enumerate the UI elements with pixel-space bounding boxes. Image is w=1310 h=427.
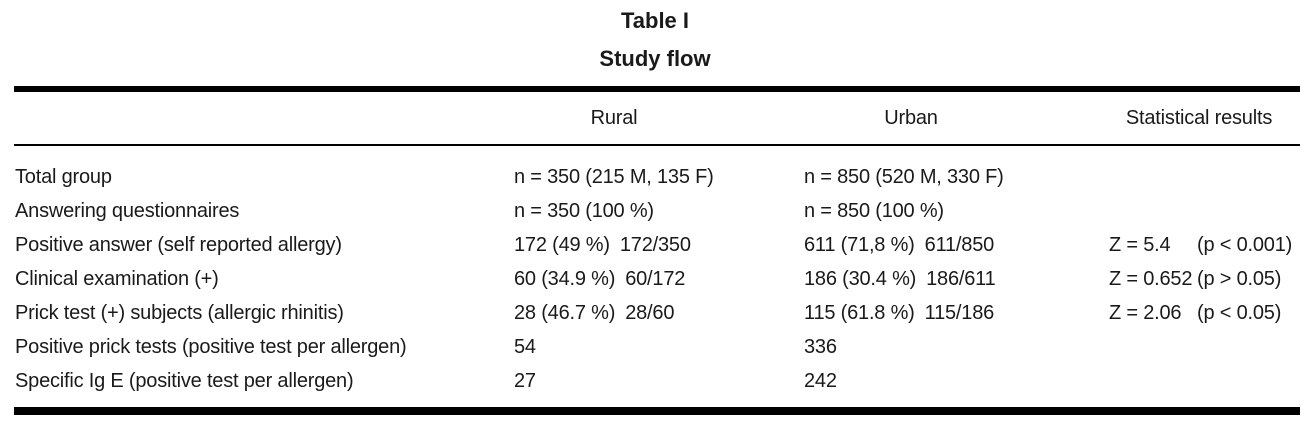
rural-cell: 27 (514, 370, 804, 393)
rural-value: 28 (46.7 %) (514, 301, 616, 324)
z-value: Z = 5.4 (1109, 233, 1171, 256)
urban-value: 611 (71,8 %) (804, 233, 915, 256)
urban-cell: 611 (71,8 %) 611/850 (804, 234, 1109, 257)
stats-cell: Z = 0.652 (p > 0.05) (1109, 268, 1300, 291)
rural-cell: n = 350 (100 %) (514, 200, 804, 223)
row-label: Prick test (+) subjects (allergic rhinit… (15, 301, 344, 324)
stats-cell (1109, 200, 1300, 223)
row-label: Clinical examination (+) (15, 267, 219, 290)
urban-ratio: 115/186 (924, 301, 995, 324)
table-row-answering-questionnaires: Answering questionnaires n = 350 (100 %)… (14, 194, 1300, 228)
stats-cell (1109, 166, 1300, 189)
table-row-clinical-examination: Clinical examination (+) 60 (34.9 %) 60/1… (14, 262, 1300, 296)
urban-cell: 186 (30.4 %) 186/611 (804, 268, 1109, 291)
column-header-rural: Rural (590, 106, 638, 129)
table-header-row: Rural Urban Statistical results (14, 86, 1300, 146)
table-number-title: Table I (620, 8, 690, 33)
row-label: Total group (15, 165, 112, 188)
column-header-rural-cell: Rural (514, 107, 804, 130)
urban-value: n = 850 (100 %) (804, 199, 944, 222)
rural-value: 27 (514, 369, 536, 392)
urban-cell: 242 (804, 370, 1109, 393)
rural-cell: 54 (514, 336, 804, 359)
urban-value: n = 850 (520 M, 330 F) (804, 165, 1004, 188)
urban-value: 242 (804, 369, 837, 392)
urban-ratio: 611/850 (924, 233, 995, 256)
row-label: Specific Ig E (positive test per allerge… (15, 369, 354, 392)
urban-ratio: 186/611 (926, 267, 996, 290)
rural-cell: 28 (46.7 %) 28/60 (514, 302, 804, 325)
p-value: (p < 0.05) (1197, 301, 1282, 324)
stats-cell: Z = 5.4 (p < 0.001) (1109, 234, 1300, 257)
urban-value: 186 (30.4 %) (804, 267, 917, 290)
column-header-stats-cell: Statistical results (1109, 107, 1300, 130)
urban-value: 115 (61.8 %) (804, 301, 915, 324)
urban-cell: 336 (804, 336, 1109, 359)
urban-cell: n = 850 (100 %) (804, 200, 1109, 223)
urban-value: 336 (804, 335, 837, 358)
rural-cell: 172 (49 %) 172/350 (514, 234, 804, 257)
column-header-urban: Urban (884, 106, 938, 129)
rural-ratio: 60/172 (625, 267, 686, 290)
stats-cell (1109, 370, 1300, 393)
row-label: Positive prick tests (positive test per … (15, 335, 407, 358)
rural-ratio: 172/350 (619, 233, 691, 256)
table-row-total-group: Total group n = 350 (215 M, 135 F) n = 8… (14, 160, 1300, 194)
rural-ratio: 28/60 (625, 301, 675, 324)
table-body: Total group n = 350 (215 M, 135 F) n = 8… (14, 146, 1300, 415)
rural-value: n = 350 (100 %) (514, 199, 654, 222)
rural-value: 54 (514, 335, 536, 358)
rural-value: 172 (49 %) (514, 233, 610, 256)
stats-cell: Z = 2.06 (p < 0.05) (1109, 302, 1300, 325)
p-value: (p > 0.05) (1197, 267, 1282, 290)
z-value: Z = 0.652 (1109, 267, 1193, 290)
column-header-urban-cell: Urban (804, 107, 1109, 130)
table-row-specific-ig-e: Specific Ig E (positive test per allerge… (14, 364, 1300, 398)
urban-cell: 115 (61.8 %) 115/186 (804, 302, 1109, 325)
rural-cell: n = 350 (215 M, 135 F) (514, 166, 804, 189)
rural-value: 60 (34.9 %) (514, 267, 616, 290)
rural-value: n = 350 (215 M, 135 F) (514, 165, 714, 188)
p-value: (p < 0.001) (1197, 233, 1293, 256)
study-flow-table: Rural Urban Statistical results Total gr… (14, 86, 1300, 415)
row-label: Answering questionnaires (15, 199, 240, 222)
table-row-positive-answer: Positive answer (self reported allergy) … (14, 228, 1300, 262)
table-row-prick-test-subjects: Prick test (+) subjects (allergic rhinit… (14, 296, 1300, 330)
table-row-positive-prick-tests: Positive prick tests (positive test per … (14, 330, 1300, 364)
urban-cell: n = 850 (520 M, 330 F) (804, 166, 1109, 189)
row-label: Positive answer (self reported allergy) (15, 233, 342, 256)
table-subtitle: Study flow (599, 46, 711, 71)
rural-cell: 60 (34.9 %) 60/172 (514, 268, 804, 291)
stats-cell (1109, 336, 1300, 359)
column-header-stats: Statistical results (1125, 106, 1273, 129)
z-value: Z = 2.06 (1109, 301, 1182, 324)
